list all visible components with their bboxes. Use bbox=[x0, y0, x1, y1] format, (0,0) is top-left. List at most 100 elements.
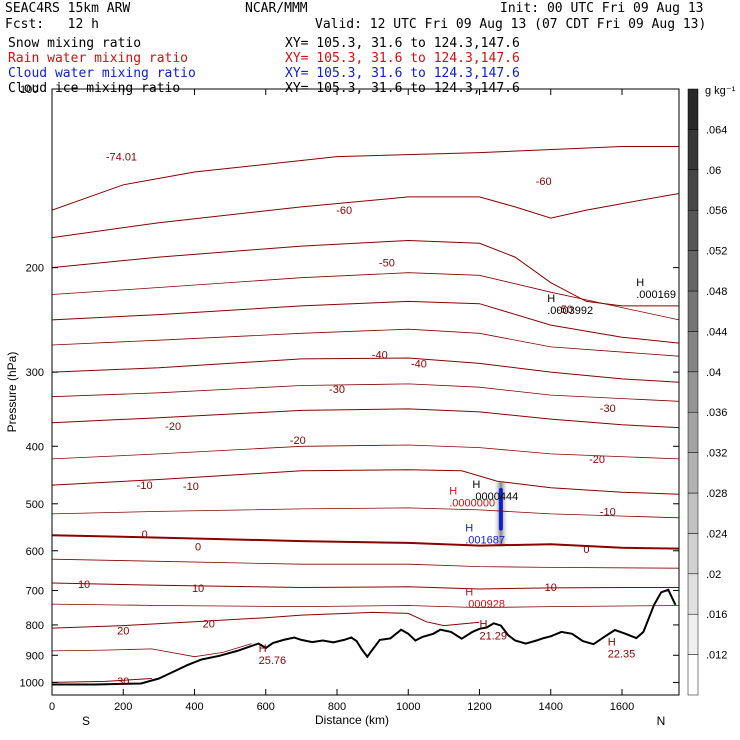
mixing-contour-3 bbox=[52, 643, 252, 658]
contour-label-14: -10 bbox=[600, 506, 616, 518]
extremum-mark-5: H bbox=[465, 587, 473, 599]
mixing-contour-4 bbox=[52, 444, 679, 460]
extremum-value-2: .0000444 bbox=[472, 491, 518, 503]
colorbar-bin-10 bbox=[687, 250, 699, 292]
colorbar-tick-label-7: .04 bbox=[706, 367, 721, 379]
field-snow-xy: XY= 105.3, 31.6 to 124.3,147.6 bbox=[285, 36, 520, 51]
model-title: SEAC4RS 15km ARW bbox=[5, 1, 131, 16]
x-axis-label: Distance (km) bbox=[315, 713, 389, 727]
org-label: NCAR/MMM bbox=[245, 1, 308, 16]
contour-label-16: 0 bbox=[195, 541, 201, 553]
x-tick-label-800: 800 bbox=[328, 701, 346, 713]
isotherm-0 bbox=[52, 146, 679, 211]
contour-label-6: -40 bbox=[411, 358, 427, 370]
x-tick-label-200: 200 bbox=[114, 701, 132, 713]
contour-label-10: -20 bbox=[290, 435, 306, 447]
contour-label-18: 10 bbox=[78, 579, 90, 591]
colorbar-bin-4 bbox=[687, 492, 699, 534]
colorbar-tick-label-5: .032 bbox=[706, 448, 727, 460]
colorbar-tick-label-10: .052 bbox=[706, 246, 727, 258]
colorbar-tick-label-9: .048 bbox=[706, 286, 727, 298]
x-tick-label-1000: 1000 bbox=[396, 701, 420, 713]
extremum-mark-7: H bbox=[608, 636, 616, 648]
y-tick-label-1000: 1000 bbox=[20, 677, 44, 689]
colorbar-unit: g kg⁻¹ bbox=[705, 85, 736, 97]
contour-label-0: -74.01 bbox=[106, 152, 137, 164]
x-tick-label-1400: 1400 bbox=[539, 701, 563, 713]
terrain-line bbox=[52, 588, 677, 686]
colorbar-tick-label-2: .02 bbox=[706, 569, 721, 581]
contour-label-15: 0 bbox=[142, 529, 148, 541]
isotherm-9 bbox=[52, 611, 480, 629]
extremum-value-0: .000169 bbox=[636, 289, 676, 301]
y-tick-label-500: 500 bbox=[26, 499, 44, 511]
extremum-value-8: 25.76 bbox=[259, 655, 287, 667]
x-tick-label-1200: 1200 bbox=[467, 701, 491, 713]
y-tick-label-200: 200 bbox=[26, 263, 44, 275]
x-tick-label-1600: 1600 bbox=[610, 701, 634, 713]
colorbar-bin-8 bbox=[687, 331, 699, 373]
isotherm-8 bbox=[52, 582, 679, 590]
x-tick-label-400: 400 bbox=[185, 701, 203, 713]
contour-label-20: 10 bbox=[545, 582, 557, 594]
colorbar-bin-9 bbox=[687, 290, 699, 332]
extremum-value-1: .0003992 bbox=[547, 305, 593, 317]
colorbar-tick-label-11: .056 bbox=[706, 205, 727, 217]
mixing-contour-2 bbox=[52, 603, 679, 609]
contour-label-1: -60 bbox=[536, 176, 552, 188]
y-tick-label-600: 600 bbox=[26, 546, 44, 558]
isotherm-5 bbox=[52, 408, 679, 429]
x-end-label-left: S bbox=[82, 714, 90, 728]
plot-frame bbox=[51, 88, 680, 696]
isotherm-3 bbox=[52, 300, 679, 344]
y-tick-label-900: 900 bbox=[26, 650, 44, 662]
colorbar-bin-0 bbox=[687, 654, 699, 696]
isotherm-10 bbox=[52, 678, 152, 683]
extremum-mark-6: H bbox=[480, 618, 488, 630]
extremum-value-6: 21.29 bbox=[480, 630, 508, 642]
isotherm-7 bbox=[52, 534, 679, 550]
contour-label-21: 20 bbox=[117, 626, 129, 638]
valid-time: Valid: 12 UTC Fri 09 Aug 13 (07 CDT Fri … bbox=[315, 17, 707, 32]
contour-label-11: -20 bbox=[589, 454, 605, 466]
field-cloud-water-name: Cloud water mixing ratio bbox=[8, 66, 196, 81]
colorbar-tick-label-8: .044 bbox=[706, 326, 727, 338]
contour-label-13: -10 bbox=[183, 481, 199, 493]
extremum-value-3: .0000000 bbox=[449, 498, 495, 510]
colorbar-bin-3 bbox=[687, 533, 699, 575]
y-tick-label-700: 700 bbox=[26, 586, 44, 598]
mixing-contour-0 bbox=[52, 507, 679, 519]
field-rain-name: Rain water mixing ratio bbox=[8, 51, 189, 66]
contour-label-22: 20 bbox=[203, 618, 215, 630]
cloud-water-core bbox=[498, 487, 503, 531]
mixing-contour-5 bbox=[52, 383, 679, 402]
contour-label-8: -30 bbox=[600, 403, 616, 415]
field-cloud-water-xy: XY= 105.3, 31.6 to 124.3,147.6 bbox=[285, 66, 520, 81]
colorbar-bin-11 bbox=[687, 209, 699, 251]
contour-label-4: -50 bbox=[557, 304, 573, 316]
colorbar-tick-label-0: .012 bbox=[706, 650, 727, 662]
contour-label-12: -10 bbox=[137, 480, 153, 492]
forecast-hour: Fcst: 12 h bbox=[5, 17, 99, 32]
extremum-mark-8: H bbox=[259, 643, 267, 655]
extremum-mark-4: H bbox=[465, 522, 473, 534]
y-top-tick-label: 100 bbox=[20, 84, 38, 96]
colorbar-tick-label-12: .06 bbox=[706, 165, 721, 177]
field-rain-xy: XY= 105.3, 31.6 to 124.3,147.6 bbox=[285, 51, 520, 66]
extremum-mark-2: H bbox=[472, 479, 480, 491]
contour-label-9: -20 bbox=[165, 421, 181, 433]
colorbar-bin-12 bbox=[687, 169, 699, 211]
isotherm-1 bbox=[52, 193, 679, 239]
y-tick-label-400: 400 bbox=[26, 441, 44, 453]
extremum-value-7: 22.35 bbox=[608, 648, 636, 660]
extremum-value-4: .001687 bbox=[465, 534, 505, 546]
mixing-contour-6 bbox=[52, 328, 679, 357]
field-snow-name: Snow mixing ratio bbox=[8, 36, 142, 51]
contour-label-19: 10 bbox=[192, 583, 204, 595]
contour-label-17: 0 bbox=[583, 544, 589, 556]
colorbar-bin-13 bbox=[687, 129, 699, 171]
extremum-mark-3: H bbox=[449, 486, 457, 498]
colorbar-tick-label-1: .016 bbox=[706, 609, 727, 621]
contour-label-5: -40 bbox=[372, 349, 388, 361]
